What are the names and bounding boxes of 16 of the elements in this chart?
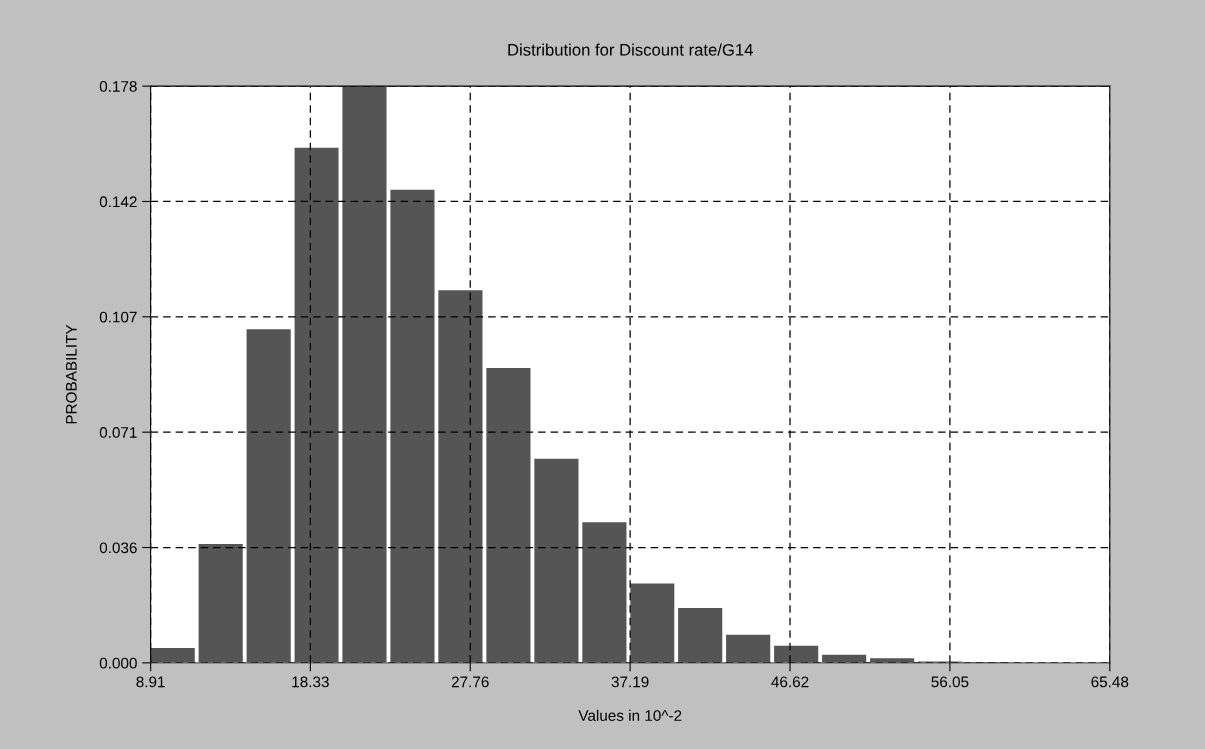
x-tick-label: 46.62 [771, 676, 809, 688]
y-tick-label: 0.071 [99, 427, 137, 438]
y-tick-label: 0.178 [99, 81, 137, 92]
y-tick-label: 0.107 [99, 311, 137, 323]
x-tick-label: 37.19 [611, 676, 649, 688]
x-tick-label: 56.05 [931, 676, 969, 688]
x-axis-title: Values in 10^-2 [578, 709, 682, 721]
y-tick-label: 0.142 [99, 196, 137, 208]
x-tick-label: 8.91 [136, 676, 165, 688]
x-tick-label: 27.76 [451, 676, 489, 688]
x-tick-label: 18.33 [292, 676, 329, 688]
y-tick-label: 0.000 [99, 657, 137, 669]
x-tick-label: 65.48 [1091, 676, 1129, 688]
y-axis-title: PROBABILITY [65, 324, 77, 424]
y-tick-label: 0.036 [99, 542, 137, 554]
chart-title: Distribution for Discount rate/G14 [508, 43, 753, 56]
